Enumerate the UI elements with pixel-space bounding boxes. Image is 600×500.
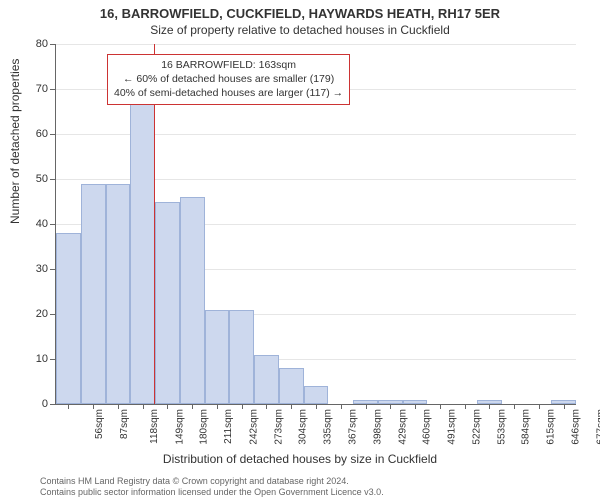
histogram-bar [130,85,155,405]
x-tick-label: 149sqm [174,409,185,445]
x-tick-label: 242sqm [249,409,260,445]
x-tick [539,404,540,409]
info-line-3: 40% of semi-detached houses are larger (… [114,86,343,100]
x-tick [242,404,243,409]
chart-container: 16, BARROWFIELD, CUCKFIELD, HAYWARDS HEA… [0,0,600,500]
x-tick [217,404,218,409]
x-tick [341,404,342,409]
x-tick [291,404,292,409]
x-tick-label: 584sqm [521,409,532,445]
x-tick [366,404,367,409]
y-tick [50,224,56,225]
x-tick-label: 367sqm [348,409,359,445]
histogram-bar [229,310,254,405]
histogram-bar [279,368,304,404]
y-tick-label: 50 [18,173,48,185]
x-tick-label: 273sqm [273,409,284,445]
x-tick-label: 429sqm [397,409,408,445]
x-tick [489,404,490,409]
x-tick [118,404,119,409]
histogram-bar [205,310,230,405]
x-tick-label: 180sqm [199,409,210,445]
x-tick-label: 522sqm [471,409,482,445]
y-tick [50,44,56,45]
histogram-bar [106,184,131,405]
histogram-bar [304,386,329,404]
chart-title-sub: Size of property relative to detached ho… [0,21,600,37]
x-tick [514,404,515,409]
info-line-2: ← 60% of detached houses are smaller (17… [114,72,343,86]
x-tick-label: 118sqm [149,409,160,444]
x-tick-label: 304sqm [298,409,309,445]
chart-title-main: 16, BARROWFIELD, CUCKFIELD, HAYWARDS HEA… [0,0,600,21]
histogram-bar [180,197,205,404]
y-tick-label: 40 [18,218,48,230]
histogram-bar [155,202,180,405]
x-tick-label: 615sqm [546,409,557,445]
reference-info-box: 16 BARROWFIELD: 163sqm ← 60% of detached… [107,54,350,105]
x-tick-label: 56sqm [94,409,105,439]
y-tick [50,134,56,135]
y-tick-label: 10 [18,353,48,365]
y-tick [50,89,56,90]
histogram-bar [81,184,106,405]
footer-attribution: Contains HM Land Registry data © Crown c… [0,476,600,498]
x-tick [143,404,144,409]
x-tick [564,404,565,409]
y-tick [50,179,56,180]
x-tick-label: 87sqm [119,409,130,439]
y-tick-label: 70 [18,83,48,95]
histogram-bar [254,355,279,405]
x-tick-label: 335sqm [323,409,334,445]
gridline [56,44,576,45]
x-tick [316,404,317,409]
y-tick [50,404,56,405]
x-tick [68,404,69,409]
x-tick-label: 646sqm [570,409,581,445]
x-tick [440,404,441,409]
x-tick-label: 491sqm [447,409,458,445]
y-tick-label: 0 [18,398,48,410]
y-tick-label: 80 [18,38,48,50]
info-line-1: 16 BARROWFIELD: 163sqm [114,58,343,72]
footer-line-1: Contains HM Land Registry data © Crown c… [40,476,600,487]
y-tick-label: 20 [18,308,48,320]
x-tick [266,404,267,409]
histogram-bar [56,233,81,404]
x-axis-label: Distribution of detached houses by size … [0,452,600,466]
x-tick-label: 398sqm [372,409,383,445]
chart-plot-area: 0102030405060708056sqm87sqm118sqm149sqm1… [55,44,575,404]
x-tick [192,404,193,409]
x-tick-label: 460sqm [422,409,433,445]
x-tick-label: 677sqm [595,409,600,445]
x-tick [415,404,416,409]
x-tick-label: 211sqm [223,409,234,444]
footer-line-2: Contains public sector information licen… [40,487,600,498]
x-tick [93,404,94,409]
x-tick [465,404,466,409]
y-tick-label: 60 [18,128,48,140]
y-tick-label: 30 [18,263,48,275]
x-tick-label: 553sqm [496,409,507,445]
x-tick [167,404,168,409]
x-tick [390,404,391,409]
